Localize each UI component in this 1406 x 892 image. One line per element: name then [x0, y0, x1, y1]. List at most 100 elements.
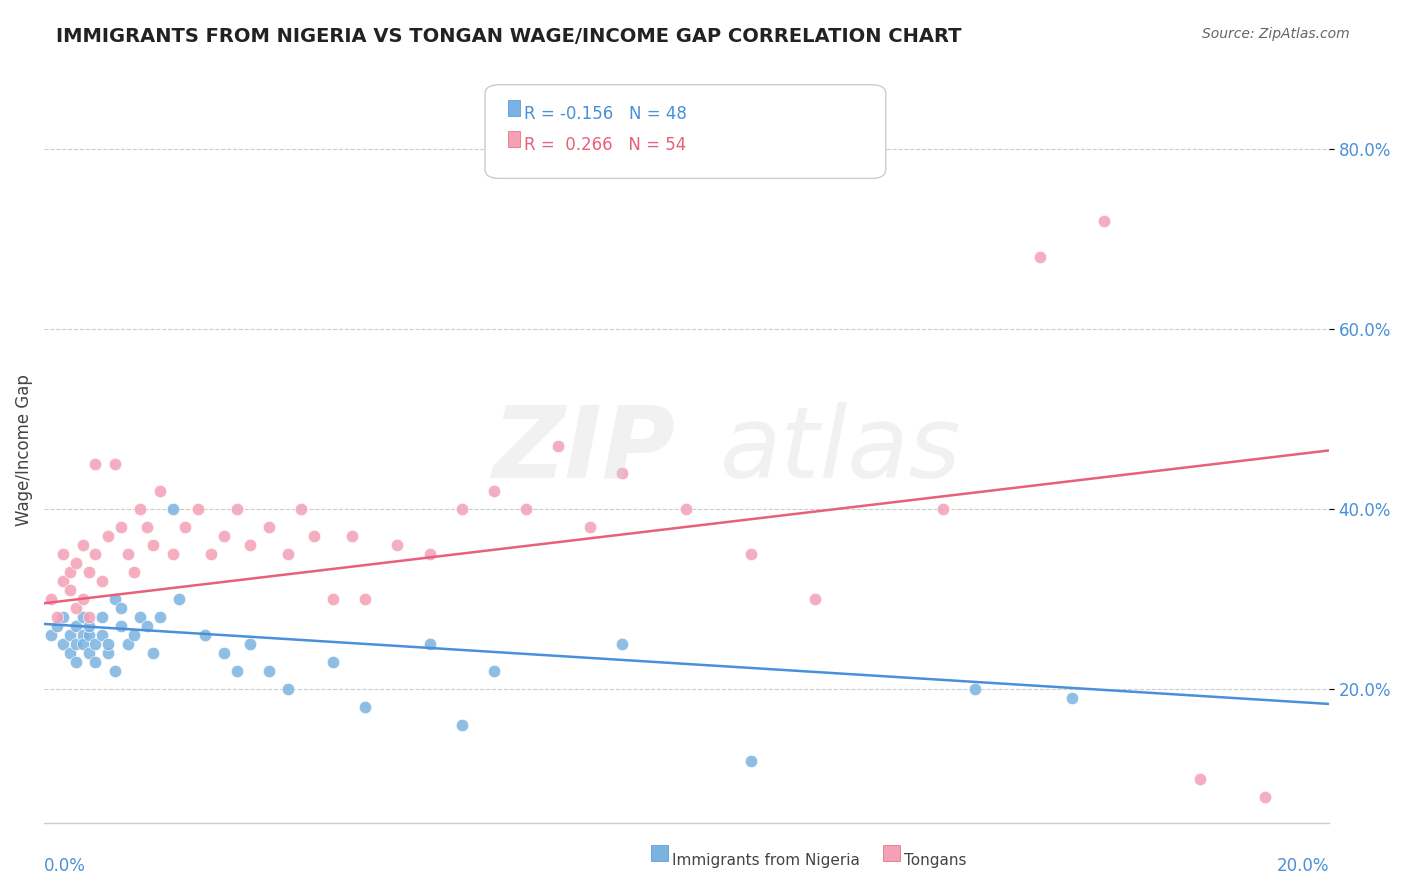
Point — [142, 538, 165, 552]
Point — [1028, 250, 1050, 264]
Point — [212, 646, 235, 660]
Point — [129, 501, 152, 516]
Text: ZIP: ZIP — [492, 402, 675, 499]
Point — [65, 600, 87, 615]
Text: atlas: atlas — [720, 402, 962, 499]
Point — [59, 565, 82, 579]
Point — [84, 655, 107, 669]
Text: R = -0.156   N = 48: R = -0.156 N = 48 — [524, 105, 688, 123]
Point — [612, 637, 634, 651]
Point — [72, 538, 94, 552]
Point — [39, 628, 62, 642]
Text: 20.0%: 20.0% — [1277, 857, 1329, 875]
Text: Source: ZipAtlas.com: Source: ZipAtlas.com — [1202, 27, 1350, 41]
Point — [579, 520, 602, 534]
Point — [194, 628, 217, 642]
Point — [122, 628, 145, 642]
Point — [482, 483, 505, 498]
Point — [450, 501, 472, 516]
Point — [187, 501, 209, 516]
Point — [162, 547, 184, 561]
Point — [104, 664, 127, 678]
Point — [387, 538, 409, 552]
Point — [90, 628, 112, 642]
Point — [59, 646, 82, 660]
Point — [97, 529, 120, 543]
Point — [515, 501, 537, 516]
Point — [110, 600, 132, 615]
Point — [290, 501, 312, 516]
Point — [122, 565, 145, 579]
Point — [322, 591, 344, 606]
Point — [84, 457, 107, 471]
Point — [46, 618, 69, 632]
Point — [149, 483, 172, 498]
Point — [65, 655, 87, 669]
Point — [135, 520, 157, 534]
Point — [72, 591, 94, 606]
Point — [167, 591, 190, 606]
Text: Immigrants from Nigeria: Immigrants from Nigeria — [672, 853, 860, 868]
Point — [1092, 214, 1115, 228]
Point — [117, 547, 139, 561]
Point — [418, 547, 440, 561]
Point — [90, 574, 112, 588]
Point — [117, 637, 139, 651]
Point — [77, 646, 100, 660]
Point — [77, 628, 100, 642]
Point — [277, 547, 299, 561]
Point — [450, 717, 472, 731]
Point — [77, 565, 100, 579]
Point — [675, 501, 697, 516]
Point — [46, 609, 69, 624]
Point — [482, 664, 505, 678]
Point — [110, 618, 132, 632]
Point — [740, 547, 762, 561]
Point — [110, 520, 132, 534]
Point — [418, 637, 440, 651]
Text: 0.0%: 0.0% — [44, 857, 86, 875]
Point — [135, 618, 157, 632]
Point — [72, 609, 94, 624]
Point — [804, 591, 827, 606]
Point — [239, 538, 262, 552]
Point — [162, 501, 184, 516]
Point — [257, 664, 280, 678]
Point — [302, 529, 325, 543]
Point — [225, 664, 247, 678]
Point — [277, 681, 299, 696]
Point — [129, 609, 152, 624]
Point — [1253, 789, 1275, 804]
Point — [65, 618, 87, 632]
Point — [52, 637, 75, 651]
Point — [200, 547, 222, 561]
Point — [77, 609, 100, 624]
Point — [932, 501, 955, 516]
Point — [354, 699, 377, 714]
Point — [225, 501, 247, 516]
Point — [174, 520, 197, 534]
Point — [77, 618, 100, 632]
Point — [1060, 690, 1083, 705]
Point — [65, 556, 87, 570]
Point — [59, 582, 82, 597]
Y-axis label: Wage/Income Gap: Wage/Income Gap — [15, 375, 32, 526]
Point — [212, 529, 235, 543]
Text: R =  0.266   N = 54: R = 0.266 N = 54 — [524, 136, 686, 154]
Text: IMMIGRANTS FROM NIGERIA VS TONGAN WAGE/INCOME GAP CORRELATION CHART: IMMIGRANTS FROM NIGERIA VS TONGAN WAGE/I… — [56, 27, 962, 45]
Point — [52, 574, 75, 588]
Point — [84, 547, 107, 561]
Point — [72, 628, 94, 642]
Point — [72, 637, 94, 651]
Point — [740, 754, 762, 768]
Point — [322, 655, 344, 669]
Point — [239, 637, 262, 651]
Point — [547, 439, 569, 453]
Point — [142, 646, 165, 660]
Point — [354, 591, 377, 606]
Point — [39, 591, 62, 606]
Text: Tongans: Tongans — [904, 853, 967, 868]
Point — [59, 628, 82, 642]
Point — [149, 609, 172, 624]
Point — [342, 529, 364, 543]
